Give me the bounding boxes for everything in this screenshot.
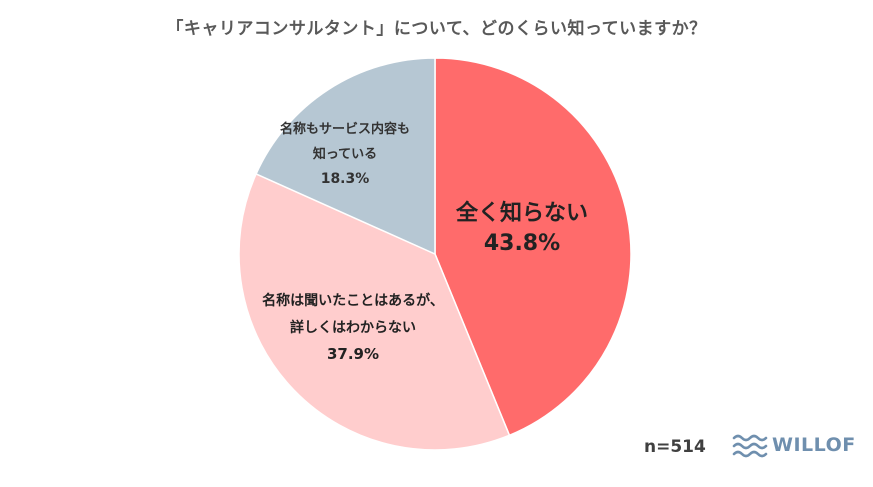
slice-value-label-1: 43.8% [484,231,560,256]
pie-slice-1 [434,57,632,437]
slice-label-3-line-2: 知っている [313,146,377,162]
willof-logo: WILLOF [732,430,862,464]
slice-value-label-2: 37.9% [327,345,379,363]
pie-slice-2 [238,172,511,451]
slice-label-1-line-1: 全く知らない [455,200,588,226]
slice-label-3-line-1: 名称もサービス内容も [280,121,410,137]
chart-title: 「キャリアコンサルタント」について、どのくらい知っていますか？ [166,19,707,39]
sample-size: n=514 [644,437,706,457]
slice-label-2-line-1: 名称は聞いたことはあるが、 [262,292,444,309]
logo-text: WILLOF [772,434,856,456]
pie-slice-3 [255,57,436,256]
waves-icon [732,434,768,458]
slice-value-label-3: 18.3% [321,171,370,187]
slice-label-2-line-2: 詳しくはわからない [290,319,416,336]
